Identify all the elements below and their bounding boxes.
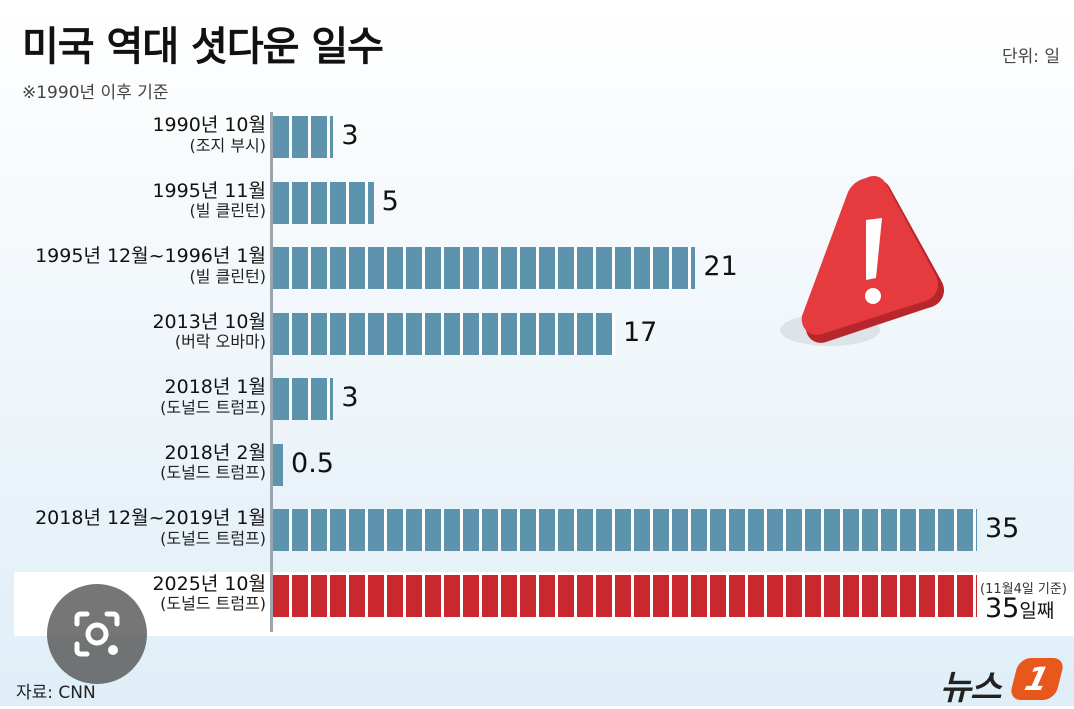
bar-value-label: 3 — [341, 120, 359, 151]
warning-icon — [780, 176, 945, 346]
highlight-value-number: 35 — [985, 593, 1020, 624]
period-label: 2018년 12월~2019년 1월 — [35, 507, 266, 529]
bar-value-label: 17 — [622, 316, 658, 348]
president-label: (도널드 트럼프) — [160, 528, 266, 548]
period-label: 1995년 11월 — [152, 179, 266, 202]
logo-mark: 1 — [1008, 658, 1066, 700]
row-label: 2025년 10월 (도널드 트럼프) — [152, 572, 266, 614]
period-label: 2018년 2월 — [164, 441, 266, 464]
highlight-value-suffix: 일째 — [1019, 600, 1055, 622]
president-label: (조지 부시) — [189, 135, 266, 155]
row-label: 2018년 1월 (도널드 트럼프) — [160, 376, 266, 417]
period-label: 2013년 10월 — [152, 310, 266, 333]
bar — [273, 116, 334, 158]
bar — [273, 247, 696, 289]
bar-value-label: 35 — [985, 513, 1020, 544]
bar-value-label: 0.5 — [291, 447, 334, 479]
bar — [273, 181, 374, 224]
highlight-value: 35일째 — [985, 593, 1054, 624]
highlight-bar — [273, 574, 977, 617]
president-label: (도널드 트럼프) — [160, 397, 266, 417]
bar-value-label: 21 — [703, 251, 738, 282]
chart-title: 미국 역대 셧다운 일수 — [22, 24, 384, 70]
row-label: 2018년 12월~2019년 1월 (도널드 트럼프) — [35, 507, 266, 548]
camera-lens-icon — [74, 611, 120, 657]
bar — [273, 443, 284, 486]
president-label: (도널드 트럼프) — [160, 463, 266, 483]
period-label: 1995년 12월~1996년 1월 — [35, 245, 266, 267]
lens-search-button[interactable] — [47, 584, 147, 684]
row-label: 1990년 10월 (조지 부시) — [152, 114, 266, 155]
president-label: (도널드 트럼프) — [160, 594, 266, 614]
axis-line — [270, 112, 273, 632]
news1-logo: 뉴스 1 — [940, 656, 1070, 708]
bar — [273, 378, 334, 420]
president-label: (빌 클린턴) — [189, 266, 266, 286]
bar — [273, 509, 977, 551]
unit-label: 단위: 일 — [1001, 47, 1060, 67]
period-label: 1990년 10월 — [152, 114, 266, 136]
row-label: 1995년 11월 (빌 클린턴) — [152, 179, 266, 221]
logo-text: 뉴스 — [940, 668, 1002, 708]
period-label: 2018년 1월 — [164, 376, 266, 398]
bar-value-label: 5 — [381, 185, 399, 217]
chart-subtitle: ※1990년 이후 기준 — [22, 83, 169, 103]
highlight-note: (11월4일 기준) — [980, 582, 1067, 597]
row-label: 2013년 10월 (버락 오바마) — [152, 310, 266, 352]
source-label: 자료: CNN — [16, 683, 96, 703]
bar — [273, 312, 615, 355]
row-label: 1995년 12월~1996년 1월 (빌 클린턴) — [35, 245, 266, 286]
period-label: 2025년 10월 — [152, 572, 266, 595]
bar-value-label: 3 — [341, 382, 359, 413]
row-label: 2018년 2월 (도널드 트럼프) — [160, 441, 266, 483]
president-label: (버락 오바마) — [174, 332, 266, 352]
president-label: (빌 클린턴) — [189, 201, 266, 221]
